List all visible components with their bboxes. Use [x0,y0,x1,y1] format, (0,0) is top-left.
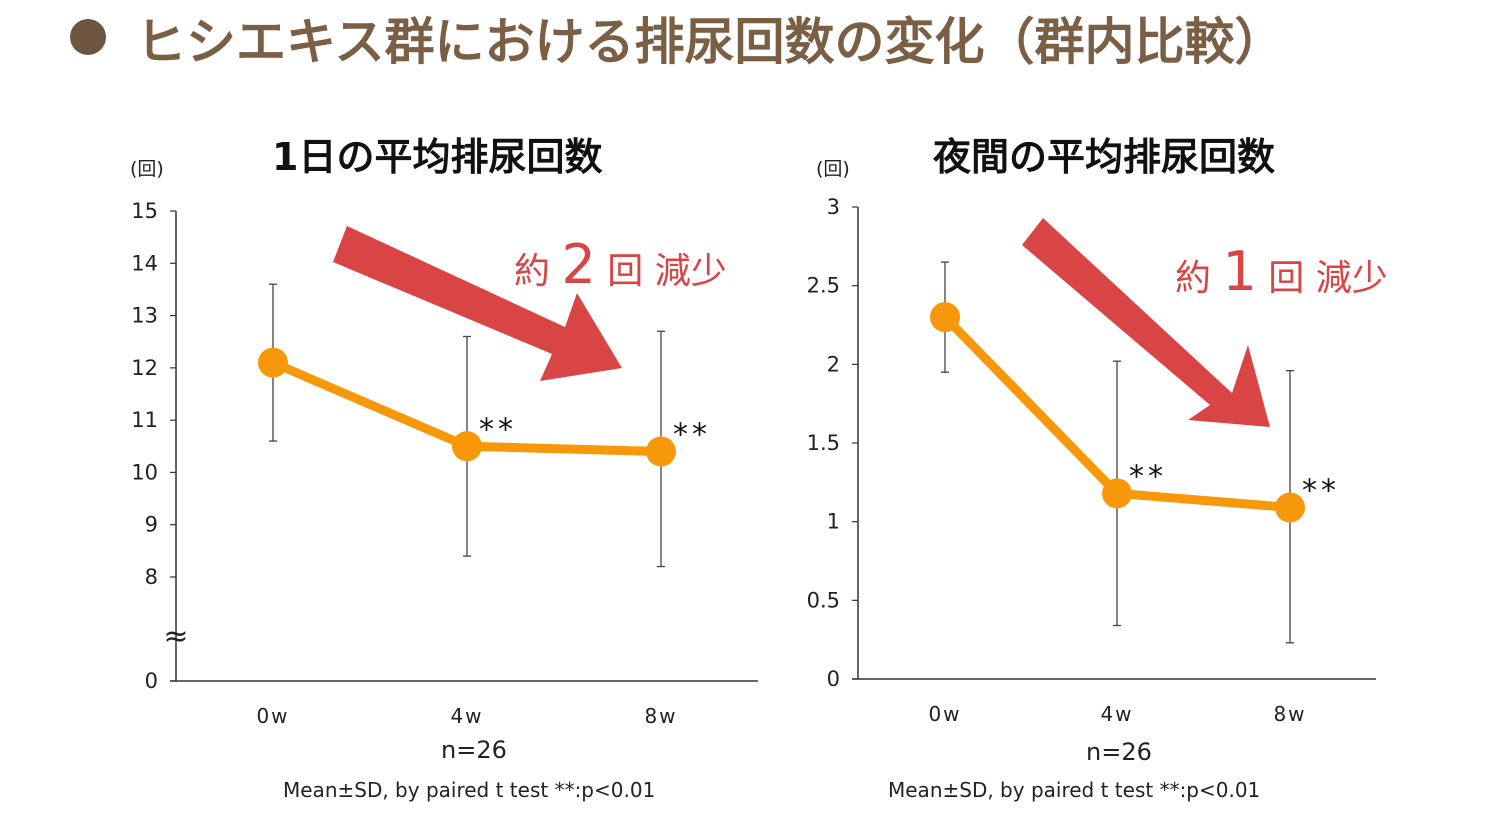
footnote-night: Mean±SD, by paired t test **:p<0.01 [888,778,1261,802]
data-point [258,347,288,378]
x-tick-label: 0w [256,704,289,728]
significance-mark: ** [1302,474,1340,509]
y-tick-label: 9 [145,513,158,537]
y-tick-label: 11 [131,408,158,432]
y-tick-label: 12 [131,356,158,380]
data-point [930,302,960,333]
x-tick-label: 4w [1100,702,1133,726]
footnote-daily: Mean±SD, by paired t test **:p<0.01 [283,778,656,802]
data-point [646,436,676,467]
bullet-icon [70,19,106,55]
significance-mark: ** [673,418,711,453]
y-unit-daily: (回) [130,158,164,180]
y-tick-label: 0.5 [807,588,840,612]
chart-title-night: 夜間の平均排尿回数 [933,135,1276,179]
y-tick-label: 3 [827,195,840,219]
x-tick-label: 8w [644,704,677,728]
y-tick-label: 13 [131,304,158,328]
data-point [1275,492,1305,523]
y-tick-label: 8 [145,565,158,589]
x-tick-label: 0w [928,702,961,726]
y-tick-label: 2 [827,352,840,376]
y-tick-label: 0 [827,667,840,691]
y-unit-night: (回) [816,158,850,180]
y-tick-label: 10 [131,460,158,484]
y-tick-label: 1 [827,510,840,534]
chart-title-daily: 1日の平均排尿回数 [272,135,603,179]
decrease-annotation: 約 1 回 減少 [1175,240,1388,303]
y-tick-label: 1.5 [807,431,840,455]
x-tick-label: 4w [450,704,483,728]
y-tick-label: 15 [131,199,158,223]
decrease-arrow-icon [333,226,622,381]
x-tick-label: 8w [1273,702,1306,726]
y-tick-label: 2.5 [807,274,840,298]
y-tick-label: 14 [131,251,158,275]
slide-title-text: ヒシエキス群における排尿回数の変化（群内比較） [136,13,1285,71]
axis-break-icon: ≈ [163,619,188,654]
slide-title: ヒシエキス群における排尿回数の変化（群内比較） [70,2,1285,74]
data-point [452,431,482,462]
significance-mark: ** [1129,459,1167,494]
y-tick-label: 0 [145,669,158,693]
n-label-night: n=26 [1086,738,1152,766]
significance-mark: ** [479,412,517,447]
data-point [1102,478,1132,509]
n-label-daily: n=26 [441,736,507,764]
decrease-arrow-icon [1022,218,1270,427]
decrease-annotation: 約 2 回 減少 [514,233,727,296]
